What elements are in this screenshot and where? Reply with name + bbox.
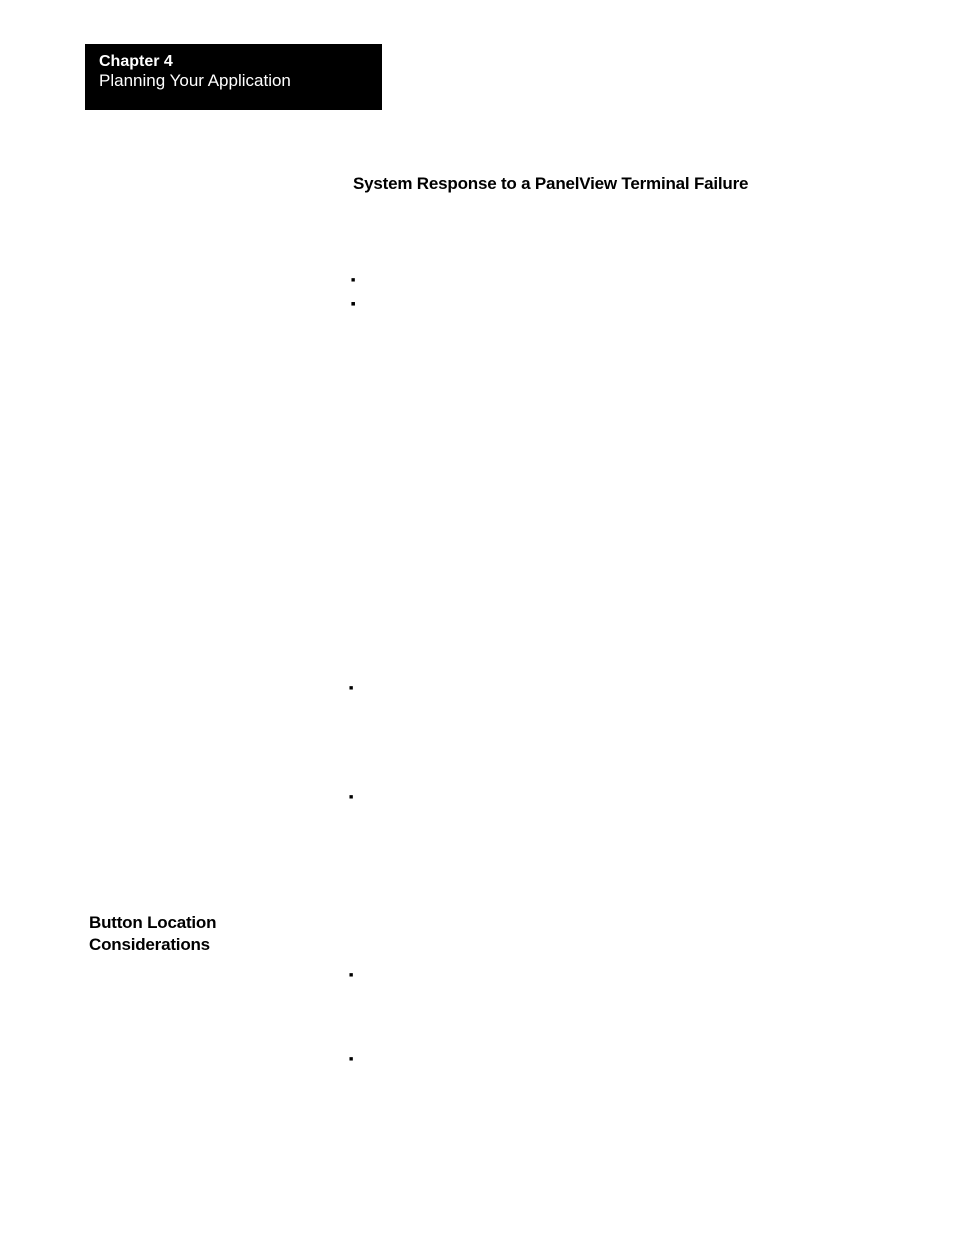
heading2-line2: Considerations (89, 935, 210, 954)
bullet-list-3 (349, 972, 369, 1056)
chapter-title: Planning Your Application (99, 71, 368, 91)
section-heading-system-response: System Response to a PanelView Terminal … (353, 174, 748, 194)
chapter-label: Chapter 4 (99, 52, 368, 71)
chapter-header-box: Chapter 4 Planning Your Application (85, 44, 382, 110)
heading2-line1: Button Location (89, 913, 216, 932)
section-heading-button-location: Button Location Considerations (89, 912, 216, 956)
bullet-list-2 (349, 685, 369, 794)
bullet-list-1 (351, 277, 371, 301)
